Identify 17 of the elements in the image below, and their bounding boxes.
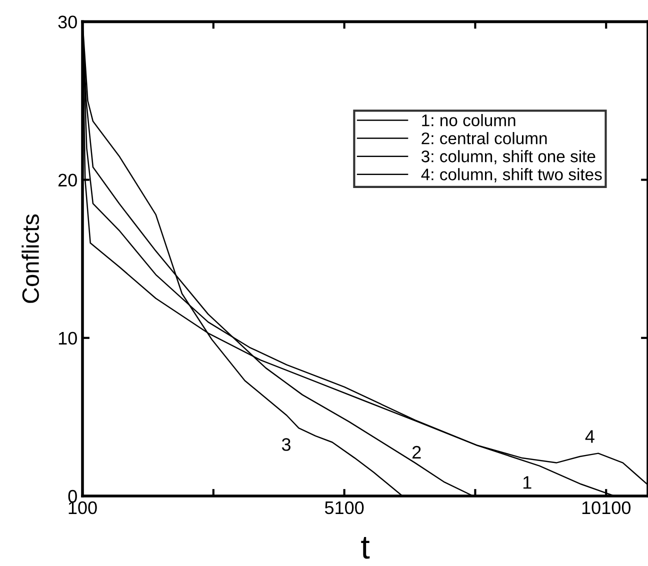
y-tick-label: 0 xyxy=(68,490,77,503)
legend-label: 3: column, shift one site xyxy=(421,150,596,164)
annotation: 3 xyxy=(282,438,290,451)
x-tick-label: 5100 xyxy=(324,501,364,514)
y-axis-title: Conflicts xyxy=(22,214,39,303)
y-tick-label: 30 xyxy=(58,16,77,28)
x-axis-title: t xyxy=(361,536,370,559)
y-tick-label: 10 xyxy=(58,332,77,345)
annotation: 1 xyxy=(523,476,532,489)
y-tick-label: 20 xyxy=(58,174,77,187)
annotation: 2 xyxy=(412,446,421,459)
x-tick-label: 10100 xyxy=(582,501,631,514)
x-tick-label: 100 xyxy=(68,501,97,514)
legend-label: 2: central column xyxy=(422,132,547,144)
legend-label: 1: no column xyxy=(422,114,516,126)
annotation: 4 xyxy=(585,430,594,443)
legend-label: 4: column, shift two sites xyxy=(421,168,602,182)
